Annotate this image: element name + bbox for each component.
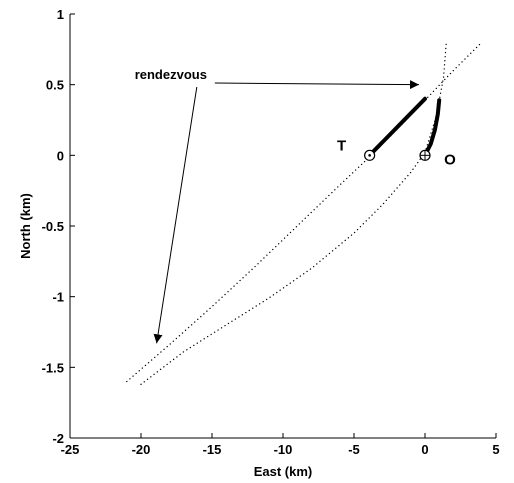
x-axis-title: East (km) (254, 464, 313, 479)
y-tick-label: -0.5 (42, 219, 64, 234)
x-tick-label: -20 (132, 442, 151, 457)
y-tick-label: 0 (57, 148, 64, 163)
y-tick-label: 1 (57, 7, 64, 22)
x-tick-label: 5 (492, 442, 499, 457)
marker-dot (368, 154, 371, 157)
y-tick-label: -1 (52, 290, 64, 305)
x-tick-label: -5 (348, 442, 360, 457)
x-tick-label: -15 (203, 442, 222, 457)
marker-label-T: T (337, 137, 346, 154)
x-tick-label: 0 (421, 442, 428, 457)
y-tick-label: -2 (52, 431, 64, 446)
y-axis-title: North (km) (18, 193, 33, 259)
rendezvous-label: rendezvous (135, 67, 207, 82)
y-axis: -2 -1.5 -1 -0.5 0 0.5 1 (42, 7, 75, 446)
x-tick-label: -10 (274, 442, 293, 457)
marker-label-O: O (444, 151, 456, 168)
y-tick-label: -1.5 (42, 360, 64, 375)
y-tick-label: 0.5 (46, 78, 64, 93)
